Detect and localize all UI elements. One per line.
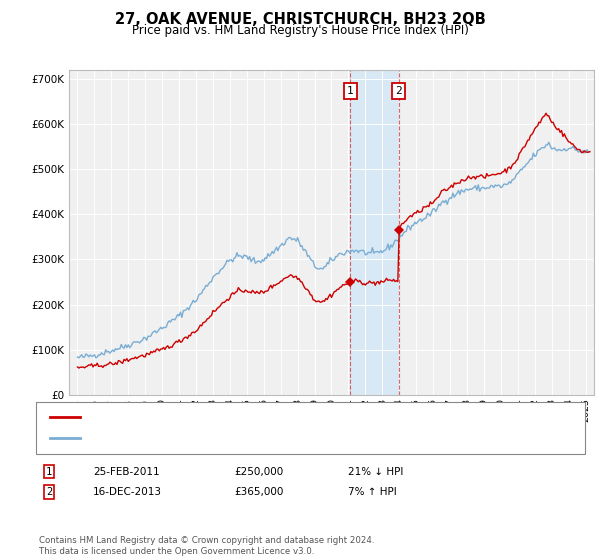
- Text: £365,000: £365,000: [234, 487, 283, 497]
- Text: £250,000: £250,000: [234, 466, 283, 477]
- Text: 7% ↑ HPI: 7% ↑ HPI: [348, 487, 397, 497]
- Text: Price paid vs. HM Land Registry's House Price Index (HPI): Price paid vs. HM Land Registry's House …: [131, 24, 469, 36]
- Text: 2: 2: [46, 487, 52, 497]
- Text: 2: 2: [395, 86, 402, 96]
- Text: Contains HM Land Registry data © Crown copyright and database right 2024.
This d: Contains HM Land Registry data © Crown c…: [39, 536, 374, 556]
- Text: 1: 1: [347, 86, 354, 96]
- Text: 21% ↓ HPI: 21% ↓ HPI: [348, 466, 403, 477]
- Text: 1: 1: [46, 466, 52, 477]
- Text: 16-DEC-2013: 16-DEC-2013: [93, 487, 162, 497]
- Text: 27, OAK AVENUE, CHRISTCHURCH, BH23 2QB (detached house): 27, OAK AVENUE, CHRISTCHURCH, BH23 2QB (…: [87, 412, 404, 422]
- Text: HPI: Average price, detached house, Bournemouth Christchurch and Poole: HPI: Average price, detached house, Bour…: [87, 433, 458, 444]
- Text: 27, OAK AVENUE, CHRISTCHURCH, BH23 2QB: 27, OAK AVENUE, CHRISTCHURCH, BH23 2QB: [115, 12, 485, 27]
- Bar: [350, 70, 398, 395]
- Text: 25-FEB-2011: 25-FEB-2011: [93, 466, 160, 477]
